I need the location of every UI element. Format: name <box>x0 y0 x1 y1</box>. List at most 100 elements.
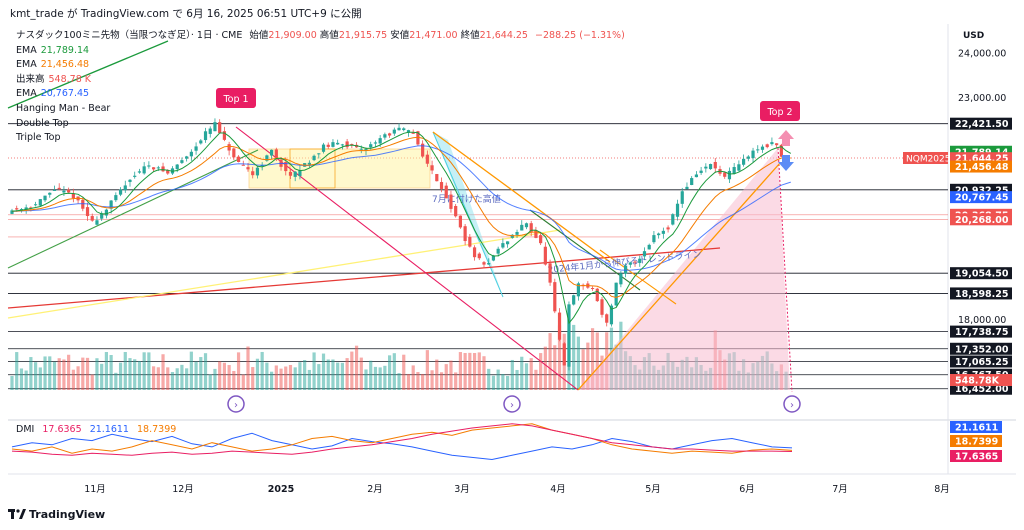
price-tag-bg <box>950 160 1012 173</box>
candle-body <box>765 144 769 148</box>
price-axis-label: 23,000.00 <box>958 93 1006 104</box>
dmi-tag-bg <box>950 435 1002 447</box>
legend-triple-top[interactable]: Triple Top <box>16 131 625 146</box>
candle-body <box>71 193 75 199</box>
candle-body <box>657 233 661 236</box>
volume-bar <box>548 333 552 390</box>
volume-bar <box>435 359 439 390</box>
legend-hanging-man[interactable]: Hanging Man - Bear <box>16 102 625 117</box>
volume-bar <box>137 360 142 390</box>
volume-bar <box>104 352 108 390</box>
axes-layer: 11月 12月 2025 2月 3月 4月 5月 6月 7月 8月 24,000.00 23,000.… <box>84 49 1006 495</box>
candle-body <box>727 170 732 180</box>
candle-body <box>137 171 142 173</box>
price-tag-label: 18,598.25 <box>955 289 1009 300</box>
candle-body <box>123 185 127 191</box>
volume-bar <box>170 372 175 390</box>
candle-body <box>421 143 425 157</box>
volume-tag-label: 548.78K <box>955 376 1000 387</box>
candle-body <box>241 164 245 166</box>
volume-bar <box>260 351 264 390</box>
volume-bar <box>133 359 137 390</box>
candle-body <box>161 166 165 172</box>
price-tag-label: 20,767.45 <box>955 193 1009 204</box>
candle-body <box>737 164 741 171</box>
symbol-ohlc-row[interactable]: ナスダック100ミニ先物（当限つなぎ足）· 1日 · CME 始値21,909.… <box>16 29 625 44</box>
candle-body <box>194 146 198 151</box>
legend-ema-3[interactable]: EMA 20,767.45 <box>16 87 625 102</box>
dmi-legend[interactable]: DMI 17.6365 21.1611 18.7399 <box>16 424 181 435</box>
volume-bar <box>232 370 236 390</box>
volume-bar <box>265 362 269 390</box>
volume-bar <box>15 352 19 390</box>
volume-bar <box>524 363 529 390</box>
candle-body <box>454 205 458 217</box>
tradingview-brand[interactable]: TradingView <box>8 508 105 521</box>
event-marker-icon <box>783 395 801 413</box>
candle-body <box>388 133 392 136</box>
candle-body <box>359 148 363 150</box>
candle-body <box>690 178 694 185</box>
dmi-plus-value: 21.1611 <box>89 424 129 435</box>
top1-label-bg <box>216 88 256 108</box>
candle-body <box>770 142 774 145</box>
price-tag-bg <box>950 287 1012 300</box>
candle-body <box>317 153 321 155</box>
candle-body <box>472 247 477 258</box>
candle-body <box>666 227 670 230</box>
dmi-tag-bg <box>950 421 1002 433</box>
volume-bar <box>241 374 245 390</box>
candle-body <box>482 262 486 265</box>
candle-body <box>19 209 24 211</box>
candle-body <box>671 214 675 225</box>
volume-bar <box>29 357 33 390</box>
candle-body <box>694 174 698 178</box>
candle-body <box>605 314 609 323</box>
candle-body <box>487 263 491 265</box>
candle-body <box>411 132 415 134</box>
candle-body <box>760 146 765 150</box>
volume-bar <box>246 346 250 390</box>
volume-bar <box>515 369 519 390</box>
volume-bar <box>284 366 288 390</box>
close-label: 終値 <box>460 30 480 41</box>
dmi-pane-layer <box>11 423 793 461</box>
legend-double-top[interactable]: Double Top <box>16 117 625 132</box>
volume-bar <box>326 359 330 390</box>
legend-volume[interactable]: 出来高 548.78 K <box>16 73 625 88</box>
candle-body <box>222 131 226 140</box>
volume-bar <box>491 375 496 390</box>
ema-lines-layer: Top 1 Top 2 › › › <box>11 88 801 413</box>
candle-body <box>48 192 52 195</box>
volume-bar <box>312 352 316 390</box>
volume-bar <box>109 355 113 390</box>
volume-bar <box>336 362 340 390</box>
time-axis-label: 12月 <box>172 484 194 495</box>
volume-bar <box>251 367 255 390</box>
volume-bar <box>444 364 448 390</box>
legend-ema-1[interactable]: EMA 21,789.14 <box>16 44 625 59</box>
candle-body <box>118 189 123 195</box>
currency-label[interactable]: USD <box>963 31 985 41</box>
volume-bar <box>227 365 231 390</box>
volume-bar <box>595 332 599 390</box>
candle-body <box>751 150 755 159</box>
legend-label: 出来高 <box>16 73 45 85</box>
volume-bar <box>449 360 453 390</box>
volume-bar <box>279 368 283 390</box>
price-axis-label: 18,000.00 <box>958 315 1006 326</box>
legend-ema-2[interactable]: EMA 21,456.48 <box>16 58 625 73</box>
volume-bar <box>388 355 392 390</box>
volume-bar <box>543 346 547 390</box>
top2-label: Top 2 <box>766 107 792 118</box>
candle-body <box>704 166 708 169</box>
candle-body <box>633 261 637 263</box>
candle-body <box>468 237 472 247</box>
volume-bar <box>553 345 557 390</box>
price-tag-label: 20,932.25 <box>955 185 1009 196</box>
volume-bar <box>38 367 42 390</box>
candle-body <box>34 204 38 206</box>
price-tag-bg <box>950 267 1012 280</box>
dmi-series-line <box>11 423 793 456</box>
